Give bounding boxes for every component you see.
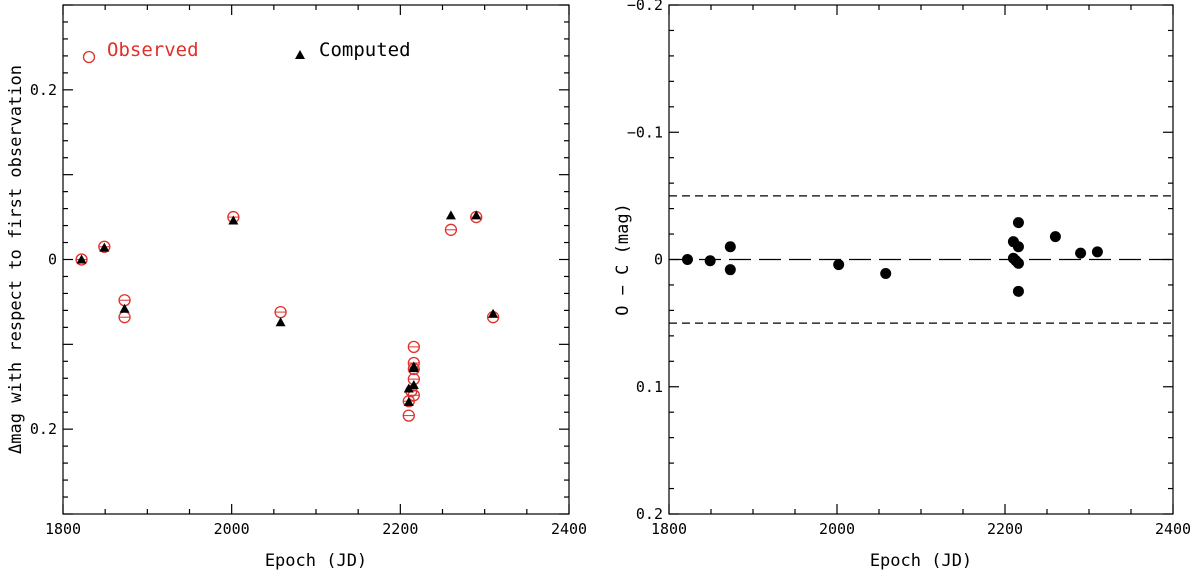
- computed-point: [445, 210, 456, 220]
- series-computed: [76, 210, 499, 407]
- computed-point: [403, 383, 414, 393]
- computed-point: [471, 210, 482, 220]
- legend-observed-label: Observed: [107, 39, 199, 61]
- residual-point: [1049, 231, 1061, 243]
- x-tick-label: 1800: [45, 520, 81, 538]
- y-tick-label: 0: [48, 251, 57, 269]
- y-tick-label: 0: [654, 251, 663, 269]
- residual-point: [1091, 246, 1103, 258]
- residual-point: [724, 241, 736, 253]
- observed-point: [402, 409, 415, 422]
- residual-point: [1012, 241, 1024, 253]
- y-tick-label: 0.2: [30, 420, 57, 438]
- computed-point: [76, 254, 87, 264]
- residual-point: [681, 254, 693, 265]
- computed-point: [408, 380, 419, 390]
- residual-point: [704, 255, 716, 267]
- y-tick-label: −0.2: [627, 0, 663, 14]
- x-tick-label: 2000: [819, 520, 855, 538]
- residual-point: [1012, 285, 1024, 297]
- chart-panel-1: 1800 2000 2200 2400 0.2 0 0.2 Epoch (JD) Δmag wi…: [6, 4, 587, 571]
- observed-point: [407, 340, 420, 354]
- observed-point: [407, 389, 420, 402]
- series-points: [681, 217, 1103, 297]
- x-tick-label: 2400: [1155, 520, 1191, 538]
- legend: Observed Computed: [82, 39, 411, 64]
- observed-point: [444, 223, 458, 236]
- y-axis-title: O − C (mag): [613, 203, 633, 316]
- plot-frame: [62, 4, 570, 515]
- y-tick-label: 0.1: [636, 378, 663, 396]
- residual-point: [833, 259, 845, 271]
- x-axis-title: Epoch (JD): [265, 551, 367, 571]
- x-tick-label: 2000: [214, 520, 250, 538]
- computed-point: [488, 308, 499, 318]
- computed-point: [228, 215, 239, 225]
- residual-point: [1012, 217, 1024, 229]
- x-tick-label: 2200: [382, 520, 418, 538]
- y-tick-label: −0.1: [627, 123, 663, 141]
- legend-computed-marker: [295, 50, 305, 59]
- computed-point: [119, 303, 130, 313]
- x-tick-label: 1800: [651, 520, 687, 538]
- observed-point: [118, 311, 131, 324]
- x-tick-label: 2200: [987, 520, 1023, 538]
- legend-computed-label: Computed: [319, 39, 411, 61]
- legend-observed-marker: [82, 50, 96, 64]
- computed-point: [408, 361, 419, 371]
- y-tick-label: 0.2: [636, 505, 663, 523]
- observed-point: [274, 305, 287, 319]
- chart-panel-2: 1800 2000 2200 2400 −0.2 −0.1 0 0.1 0.2 Epoch (JD…: [613, 0, 1191, 571]
- computed-point: [403, 397, 414, 407]
- x-axis-title: Epoch (JD): [870, 551, 972, 571]
- residual-point: [1012, 257, 1024, 269]
- series-observed: [75, 210, 500, 422]
- residual-point: [1075, 247, 1087, 259]
- y-tick-label: 0.2: [30, 81, 57, 99]
- x-tick-label: 2400: [551, 520, 587, 538]
- computed-point: [99, 242, 110, 252]
- y-axis-title: Δmag with respect to first observation: [6, 65, 26, 454]
- computed-point: [275, 317, 286, 327]
- residual-point: [880, 267, 892, 279]
- residual-point: [724, 264, 736, 276]
